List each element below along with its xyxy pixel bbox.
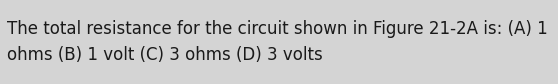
Text: The total resistance for the circuit shown in Figure 21-2A is: (A) 1
ohms (B) 1 : The total resistance for the circuit sho… bbox=[7, 20, 548, 64]
